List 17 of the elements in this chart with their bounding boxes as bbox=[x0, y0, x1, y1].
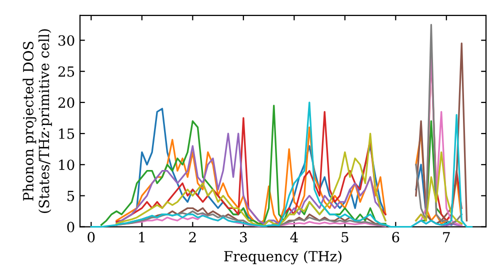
x-tick-label: 5 bbox=[342, 232, 348, 242]
x-tick-label: 1 bbox=[139, 232, 144, 242]
y-tick-label: 15 bbox=[59, 128, 74, 140]
y-tick-label: 20 bbox=[58, 97, 74, 108]
y-tick-label: 5 bbox=[67, 190, 74, 202]
x-tick-label: 7 bbox=[443, 232, 450, 242]
x-tick-label: 3 bbox=[240, 232, 247, 242]
x-tick-label: 4 bbox=[290, 232, 298, 242]
x-tick-label: 6 bbox=[392, 232, 400, 242]
y-tick-label: 10 bbox=[59, 160, 74, 170]
y-tick-label: 25 bbox=[58, 66, 74, 77]
y-tick-label: 30 bbox=[58, 35, 74, 46]
y-axis-title: Phonon projected DOS (States/THz·primitive cell) bbox=[22, 29, 52, 213]
x-tick-label: 0 bbox=[88, 232, 95, 242]
x-axis-title: Frequency (THz) bbox=[224, 250, 342, 264]
y-tick-label: 0 bbox=[67, 222, 74, 232]
x-tick-label: 2 bbox=[189, 232, 196, 242]
